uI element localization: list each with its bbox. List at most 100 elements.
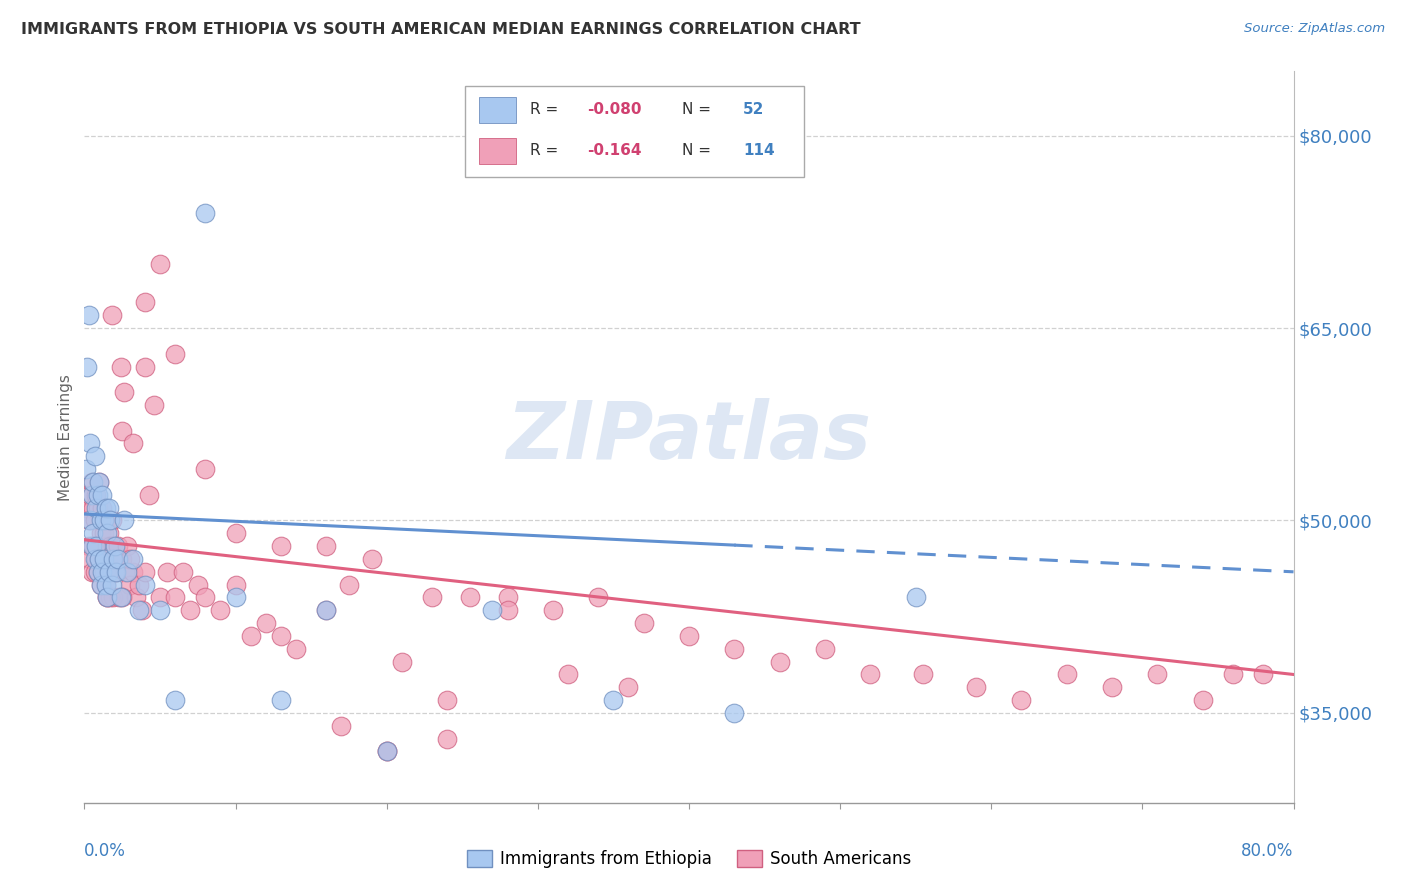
Point xyxy=(91,488,114,502)
Point xyxy=(90,514,112,528)
Point xyxy=(557,667,579,681)
Text: 80.0%: 80.0% xyxy=(1241,842,1294,860)
Point xyxy=(89,475,111,489)
Point xyxy=(156,565,179,579)
Text: Source: ZipAtlas.com: Source: ZipAtlas.com xyxy=(1244,22,1385,36)
Point xyxy=(121,552,143,566)
Point xyxy=(814,641,837,656)
Point xyxy=(375,744,398,758)
Point xyxy=(82,526,104,541)
Point xyxy=(194,205,217,219)
Point xyxy=(337,577,360,591)
Point xyxy=(602,693,624,707)
Point xyxy=(94,514,117,528)
Point xyxy=(112,514,135,528)
Point xyxy=(225,577,247,591)
Point xyxy=(97,526,120,541)
Point xyxy=(97,500,120,515)
Point xyxy=(97,565,120,579)
Point xyxy=(79,488,101,502)
Point xyxy=(375,744,398,758)
Text: IMMIGRANTS FROM ETHIOPIA VS SOUTH AMERICAN MEDIAN EARNINGS CORRELATION CHART: IMMIGRANTS FROM ETHIOPIA VS SOUTH AMERIC… xyxy=(21,22,860,37)
Point xyxy=(98,539,121,553)
Point xyxy=(105,565,128,579)
Point xyxy=(496,603,519,617)
Point xyxy=(101,539,124,553)
Point xyxy=(84,450,107,464)
Point xyxy=(80,475,103,489)
Point xyxy=(86,552,108,566)
Point xyxy=(96,526,118,541)
Point xyxy=(134,565,156,579)
Point xyxy=(723,706,745,720)
Point xyxy=(588,591,610,605)
Point xyxy=(436,693,458,707)
Point xyxy=(270,629,292,643)
Point xyxy=(165,693,187,707)
Point xyxy=(149,603,172,617)
Point xyxy=(76,500,98,515)
Point xyxy=(128,603,150,617)
Point xyxy=(98,591,121,605)
Point xyxy=(194,462,217,476)
Point xyxy=(87,488,110,502)
Point xyxy=(100,514,122,528)
Point xyxy=(104,565,127,579)
Point xyxy=(89,552,111,566)
Point xyxy=(128,577,150,591)
Point xyxy=(93,565,115,579)
Point xyxy=(179,603,201,617)
Point xyxy=(315,539,337,553)
Point xyxy=(89,475,111,489)
Point xyxy=(678,629,700,643)
Point xyxy=(87,565,110,579)
Point xyxy=(97,565,120,579)
Point xyxy=(100,565,122,579)
Point xyxy=(1011,693,1033,707)
Point xyxy=(121,565,143,579)
Point xyxy=(1192,693,1215,707)
Point xyxy=(458,591,481,605)
Point xyxy=(107,539,129,553)
Point xyxy=(91,500,114,515)
Point xyxy=(111,424,134,438)
Point xyxy=(315,603,337,617)
Point xyxy=(1222,667,1244,681)
Point xyxy=(239,629,262,643)
Point xyxy=(1056,667,1078,681)
Point xyxy=(101,591,124,605)
Point xyxy=(912,667,935,681)
Point xyxy=(285,641,308,656)
Legend: Immigrants from Ethiopia, South Americans: Immigrants from Ethiopia, South American… xyxy=(460,844,918,875)
Point xyxy=(90,526,112,541)
Point xyxy=(93,514,115,528)
Point xyxy=(330,719,353,733)
Point xyxy=(96,591,118,605)
Point xyxy=(1146,667,1168,681)
Point xyxy=(100,577,122,591)
Point xyxy=(436,731,458,746)
Point xyxy=(91,552,114,566)
Point xyxy=(1101,681,1123,695)
Point xyxy=(225,526,247,541)
Point xyxy=(86,539,108,553)
Point xyxy=(360,552,382,566)
Point xyxy=(904,591,927,605)
Point xyxy=(94,577,117,591)
Point xyxy=(114,565,136,579)
Point xyxy=(115,565,138,579)
Point xyxy=(121,436,143,450)
Point xyxy=(134,295,156,310)
Point xyxy=(84,565,107,579)
Point xyxy=(165,346,187,360)
Point xyxy=(91,565,114,579)
Text: ZIPatlas: ZIPatlas xyxy=(506,398,872,476)
Point xyxy=(93,526,115,541)
Point xyxy=(138,488,160,502)
Point xyxy=(100,308,122,322)
Point xyxy=(496,591,519,605)
Point xyxy=(80,539,103,553)
Point xyxy=(82,500,104,515)
Point xyxy=(82,539,104,553)
Point xyxy=(105,565,128,579)
